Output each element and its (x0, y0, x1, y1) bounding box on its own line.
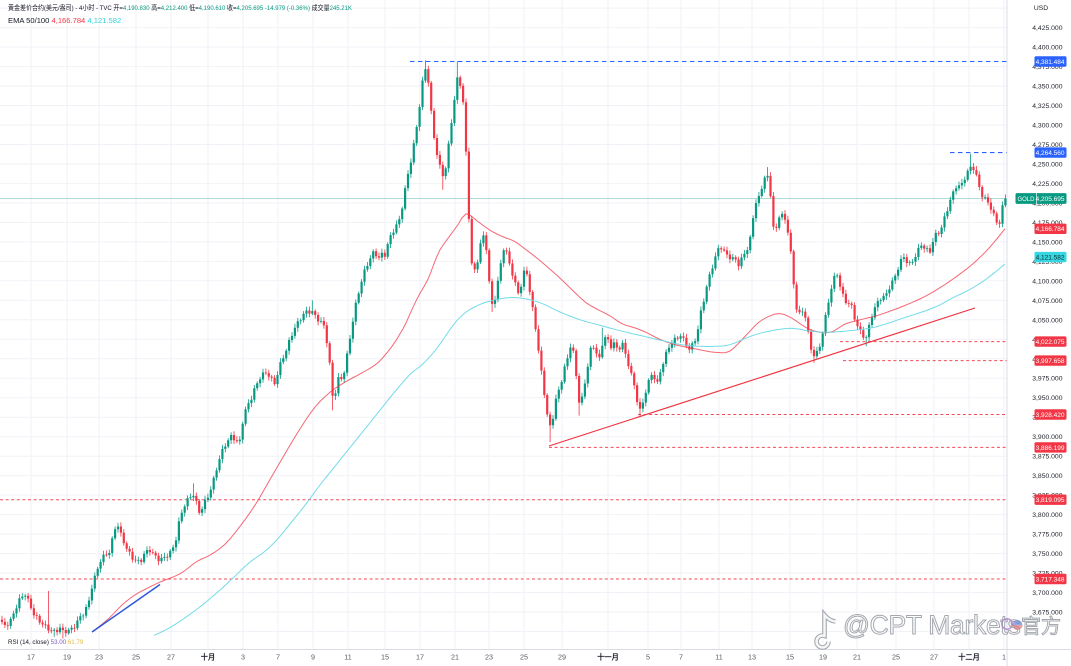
svg-text:3,900.000: 3,900.000 (1032, 434, 1062, 441)
svg-text:3,850.000: 3,850.000 (1032, 473, 1062, 480)
svg-text:4,175.000: 4,175.000 (1032, 220, 1062, 227)
svg-text:1: 1 (1002, 653, 1006, 662)
svg-text:23: 23 (485, 653, 493, 662)
svg-text:27: 27 (930, 653, 938, 662)
svg-text:3,700.000: 3,700.000 (1032, 590, 1062, 597)
svg-text:25: 25 (892, 653, 900, 662)
svg-text:19: 19 (63, 653, 71, 662)
svg-text:25: 25 (520, 653, 528, 662)
svg-text:3,975.000: 3,975.000 (1032, 376, 1062, 383)
svg-text:9: 9 (311, 653, 315, 662)
svg-text:3,800.000: 3,800.000 (1032, 512, 1062, 519)
svg-text:4,425.000: 4,425.000 (1032, 25, 1062, 32)
svg-text:4,121.582: 4,121.582 (1036, 255, 1065, 262)
svg-text:7: 7 (679, 653, 683, 662)
svg-text:4,050.000: 4,050.000 (1032, 317, 1062, 324)
svg-text:4,225.000: 4,225.000 (1032, 181, 1062, 188)
svg-text:4,075.000: 4,075.000 (1032, 298, 1062, 305)
svg-text:19: 19 (819, 653, 827, 662)
svg-text:3,950.000: 3,950.000 (1032, 395, 1062, 402)
svg-text:27: 27 (167, 653, 175, 662)
svg-text:十月: 十月 (201, 653, 215, 662)
svg-text:十二月: 十二月 (958, 653, 980, 662)
svg-text:11: 11 (715, 653, 722, 662)
svg-text:23: 23 (95, 653, 103, 662)
svg-text:3,819.095: 3,819.095 (1036, 497, 1065, 504)
svg-text:7: 7 (276, 653, 280, 662)
svg-text:十一月: 十一月 (597, 653, 619, 662)
svg-text:EMA 50/100 4,166.784 4,121.582: EMA 50/100 4,166.784 4,121.582 (8, 16, 121, 25)
svg-text:17: 17 (27, 653, 35, 662)
svg-text:@CPT Markets: @CPT Markets (843, 610, 1020, 640)
svg-text:4,022.075: 4,022.075 (1036, 339, 1065, 346)
svg-text:29: 29 (558, 653, 566, 662)
svg-text:3,675.000: 3,675.000 (1032, 610, 1062, 617)
svg-text:官方: 官方 (1021, 615, 1061, 638)
svg-text:4,125.000: 4,125.000 (1032, 259, 1062, 266)
svg-text:15: 15 (786, 653, 794, 662)
svg-text:3,928.420: 3,928.420 (1036, 412, 1065, 419)
svg-text:13: 13 (748, 653, 756, 662)
svg-text:USD: USD (1034, 5, 1048, 12)
svg-text:4,264.560: 4,264.560 (1036, 150, 1065, 157)
svg-text:25: 25 (132, 653, 140, 662)
svg-text:5: 5 (646, 653, 650, 662)
svg-text:3,775.000: 3,775.000 (1032, 532, 1062, 539)
svg-text:4,205.695: 4,205.695 (1036, 196, 1065, 203)
svg-text:4,375.000: 4,375.000 (1032, 64, 1062, 71)
svg-text:4,325.000: 4,325.000 (1032, 103, 1062, 110)
svg-text:4,150.000: 4,150.000 (1032, 239, 1062, 246)
svg-text:4,166.784: 4,166.784 (1036, 226, 1065, 233)
svg-text:3,875.000: 3,875.000 (1032, 454, 1062, 461)
svg-text:15: 15 (381, 653, 389, 662)
svg-text:GOLD: GOLD (1017, 197, 1035, 203)
svg-text:11: 11 (344, 653, 351, 662)
svg-text:黄金差价合约(美元/盎司) - 4小时 - TVC 开=4: 黄金差价合约(美元/盎司) - 4小时 - TVC 开=4,190.830 高=… (8, 3, 353, 12)
svg-text:3,997.658: 3,997.658 (1036, 358, 1065, 365)
svg-text:RSI (14, close) 53.00 61.79: RSI (14, close) 53.00 61.79 (8, 639, 84, 646)
svg-text:21: 21 (451, 653, 459, 662)
svg-text:4,250.000: 4,250.000 (1032, 162, 1062, 169)
svg-text:21: 21 (853, 653, 861, 662)
svg-text:4,381.484: 4,381.484 (1036, 59, 1065, 66)
svg-text:4,300.000: 4,300.000 (1032, 123, 1062, 130)
svg-text:3: 3 (241, 653, 245, 662)
svg-text:17: 17 (416, 653, 424, 662)
svg-text:3,717.348: 3,717.348 (1036, 576, 1065, 583)
svg-text:4,400.000: 4,400.000 (1032, 45, 1062, 52)
svg-text:3,750.000: 3,750.000 (1032, 551, 1062, 558)
svg-text:4,275.000: 4,275.000 (1032, 142, 1062, 149)
svg-text:4,350.000: 4,350.000 (1032, 84, 1062, 91)
svg-text:4,100.000: 4,100.000 (1032, 278, 1062, 285)
svg-text:3,886.199: 3,886.199 (1036, 445, 1065, 452)
